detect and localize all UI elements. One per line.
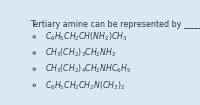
Text: $CH_3(CH_2)_3CH_2NH_2$: $CH_3(CH_2)_3CH_2NH_2$ [45, 47, 116, 59]
Text: $CH_3(CH_2)_4CH_2NHC_6H_5$: $CH_3(CH_2)_4CH_2NHC_6H_5$ [45, 63, 131, 75]
Text: Tertiary amine can be represented by __________.: Tertiary amine can be represented by ___… [30, 20, 200, 29]
Text: $C_6H_5CH_2CH_2N(CH_3)_2$: $C_6H_5CH_2CH_2N(CH_3)_2$ [45, 79, 125, 92]
Text: $C_6H_5CH_2CH(NH_2)CH_3$: $C_6H_5CH_2CH(NH_2)CH_3$ [45, 31, 128, 43]
